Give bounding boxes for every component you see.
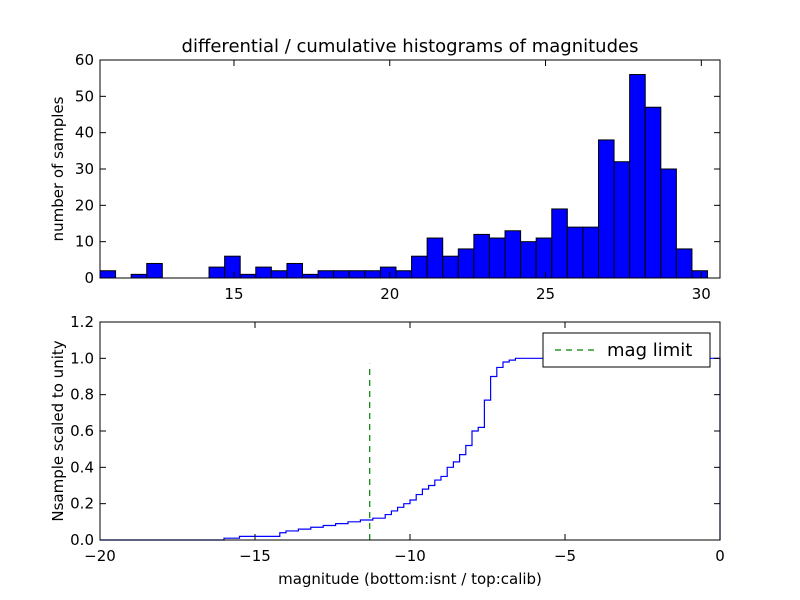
bar (488, 237, 506, 279)
bar (317, 270, 335, 279)
bar (660, 168, 677, 279)
x-axis-label: magnitude (bottom:isnt / top:calib) (278, 570, 542, 588)
y-axis-label: number of samples (49, 96, 67, 241)
x-tick-label: −10 (394, 547, 426, 565)
bar (597, 139, 615, 279)
x-tick-label: −20 (84, 547, 116, 565)
bar (535, 237, 553, 279)
y-tick-label: 0.6 (70, 422, 94, 440)
bar (551, 208, 568, 279)
bar (364, 270, 381, 279)
y-tick-label: 60 (75, 51, 94, 69)
bar (379, 266, 397, 279)
bar (520, 241, 537, 279)
x-tick-label: −15 (239, 547, 271, 565)
y-tick-label: 0.8 (70, 386, 94, 404)
x-tick-label: 15 (224, 285, 243, 303)
x-tick-label: 25 (536, 285, 555, 303)
y-tick-label: 50 (75, 87, 94, 105)
bar (146, 262, 163, 279)
bar (473, 233, 490, 279)
y-tick-label: 20 (75, 196, 94, 214)
bar (411, 255, 428, 279)
bar (348, 270, 366, 279)
legend-label: mag limit (607, 340, 692, 361)
bar (333, 270, 350, 279)
bar (675, 248, 693, 279)
bar (255, 266, 272, 279)
x-tick-label: 20 (380, 285, 399, 303)
y-tick-label: 40 (75, 124, 94, 142)
bar (566, 226, 584, 279)
chart-title: differential / cumulative histograms of … (182, 36, 639, 57)
bar (302, 273, 319, 279)
y-tick-label: 0 (84, 269, 94, 287)
bar (504, 230, 522, 279)
bar (426, 237, 444, 279)
bar (239, 273, 257, 279)
bar (270, 270, 288, 279)
bar (224, 255, 241, 279)
x-tick-label: −5 (554, 547, 576, 565)
bar (582, 226, 599, 279)
x-tick-label: 30 (692, 285, 711, 303)
y-tick-label: 1.2 (70, 313, 94, 331)
bar (208, 266, 226, 279)
bar (395, 270, 413, 279)
y-tick-label: 0.2 (70, 495, 94, 513)
y-axis-label: Nsample scaled to unity (49, 340, 67, 521)
bar (457, 248, 475, 279)
x-tick-label: 0 (715, 547, 725, 565)
bar (644, 106, 662, 279)
y-tick-label: 30 (75, 160, 94, 178)
y-tick-label: 0.4 (70, 458, 94, 476)
bar (629, 74, 646, 279)
bar (442, 255, 459, 279)
bar (130, 273, 148, 279)
y-tick-label: 1.0 (70, 349, 94, 367)
bar (99, 270, 117, 279)
bar (691, 270, 709, 279)
step-line (100, 357, 721, 541)
bar (613, 161, 631, 279)
y-tick-label: 0.0 (70, 531, 94, 549)
bar (286, 262, 304, 279)
y-tick-label: 10 (75, 233, 94, 251)
